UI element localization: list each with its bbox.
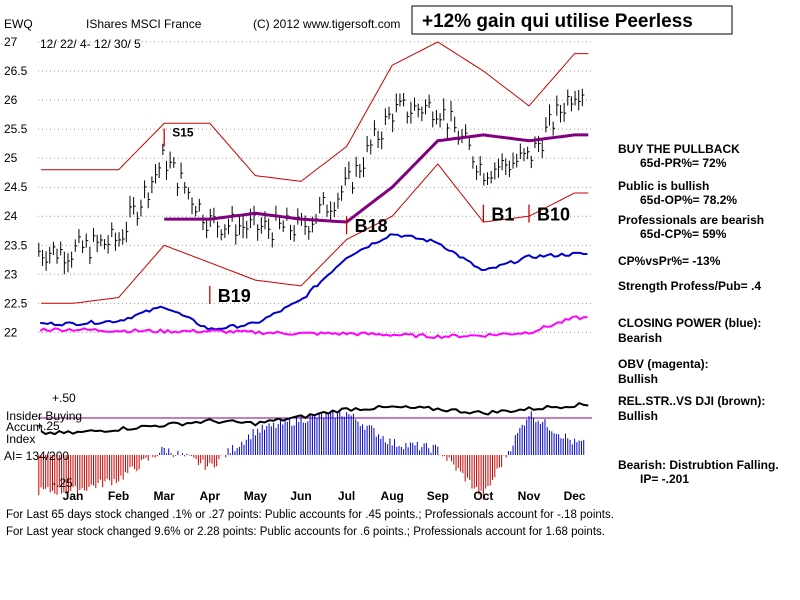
side-title: BUY THE PULLBACK	[618, 142, 740, 156]
lower-panel	[38, 401, 592, 500]
x-tick-label: Mar	[154, 489, 176, 503]
ticker-label: EWQ	[4, 17, 33, 31]
side-title: OBV (magenta):	[618, 357, 709, 371]
y-tick-label: 27	[4, 35, 18, 49]
side-detail: 65d-PR%= 72%	[640, 156, 727, 170]
bollinger-band-line	[41, 41, 589, 182]
x-tick-label: May	[244, 489, 268, 503]
signal-markers: S15 B19 B18 B1 B10	[163, 126, 570, 306]
signal-label: S15	[172, 126, 194, 140]
accum-label: Accum	[6, 420, 43, 434]
index-label: Index	[6, 432, 35, 446]
signal-label: B19	[218, 286, 251, 306]
footer-line-2: For Last year stock changed 9.6% or 2.28…	[6, 526, 605, 538]
closing-power-line	[40, 233, 588, 331]
side-title: Public is bullish	[618, 179, 709, 193]
ai-value: AI= 134/200	[4, 449, 69, 463]
side-detail: 65d-OP%= 78.2%	[640, 193, 737, 207]
y-tick-label: 23	[4, 267, 18, 281]
x-tick-label: Dec	[564, 489, 586, 503]
x-tick-label: Jul	[338, 489, 355, 503]
banner-text: +12% gain qui utilise Peerless	[422, 11, 693, 32]
side-detail: Bullish	[618, 372, 658, 386]
x-tick-label: Apr	[199, 489, 220, 503]
y-tick-label: 22.5	[4, 296, 28, 310]
x-axis-labels: Jan Feb Mar Apr May Jun Jul Aug Sep Oct Nov Dec	[63, 489, 586, 503]
side-panel: BUY THE PULLBACK 65d-PR%= 72% Public is …	[618, 142, 779, 486]
side-detail: IP= -.201	[640, 472, 689, 486]
side-title: Bearish: Distrubtion Falling.	[618, 458, 779, 472]
y-tick-label: 25	[4, 151, 18, 165]
copyright: (C) 2012 www.tigersoft.com	[253, 17, 400, 31]
footer-line-1: For Last 65 days stock changed .1% or .2…	[6, 509, 614, 521]
side-title: CP%vsPr%= -13%	[618, 254, 721, 268]
x-tick-label: Sep	[427, 489, 449, 503]
obv-line	[39, 315, 588, 340]
date-range: 12/ 22/ 4- 12/ 30/ 5	[40, 37, 141, 51]
x-tick-label: Jun	[290, 489, 311, 503]
x-tick-label: Nov	[518, 489, 541, 503]
y-tick-label: 23.5	[4, 238, 28, 252]
y-tick-label: 26.5	[4, 64, 28, 78]
fund-name: IShares MSCI France	[86, 17, 202, 31]
side-title: CLOSING POWER (blue):	[618, 316, 761, 330]
indicator-lines	[39, 41, 589, 340]
signal-label: B10	[537, 205, 570, 225]
banner-box	[411, 5, 733, 35]
side-detail: 65d-CP%= 59%	[640, 227, 727, 241]
rel-strength-line	[40, 401, 589, 436]
moving-average-line	[164, 133, 589, 224]
lower-tick-minus25: -.25	[52, 476, 73, 490]
x-tick-label: Oct	[473, 489, 493, 503]
x-tick-label: Feb	[108, 489, 129, 503]
side-title: REL.STR..VS DJI (brown):	[618, 394, 765, 408]
lower-tick-plus50: +.50	[52, 391, 76, 405]
side-detail: Bullish	[618, 409, 658, 423]
y-tick-label: 26	[4, 93, 18, 107]
signal-label: B18	[355, 216, 388, 236]
signal-label: B1	[491, 205, 514, 225]
y-tick-label: 24.5	[4, 180, 28, 194]
insider-buying-label: Insider Buying	[6, 409, 82, 423]
lower-tick-plus25: +.25	[36, 419, 60, 433]
bollinger-band-line	[41, 163, 589, 304]
side-title: Professionals are bearish	[618, 213, 764, 227]
x-tick-label: Aug	[381, 489, 404, 503]
y-tick-label: 22	[4, 325, 18, 339]
y-axis-labels: 27 26.5 26 25.5 25 24.5 24 23.5 23 22.5 22	[4, 35, 28, 339]
y-tick-label: 24	[4, 209, 18, 223]
side-title: Strength Profess/Pub= .4	[618, 279, 761, 293]
y-tick-label: 25.5	[4, 122, 28, 136]
side-detail: Bearish	[618, 331, 662, 345]
x-tick-label: Jan	[63, 489, 84, 503]
